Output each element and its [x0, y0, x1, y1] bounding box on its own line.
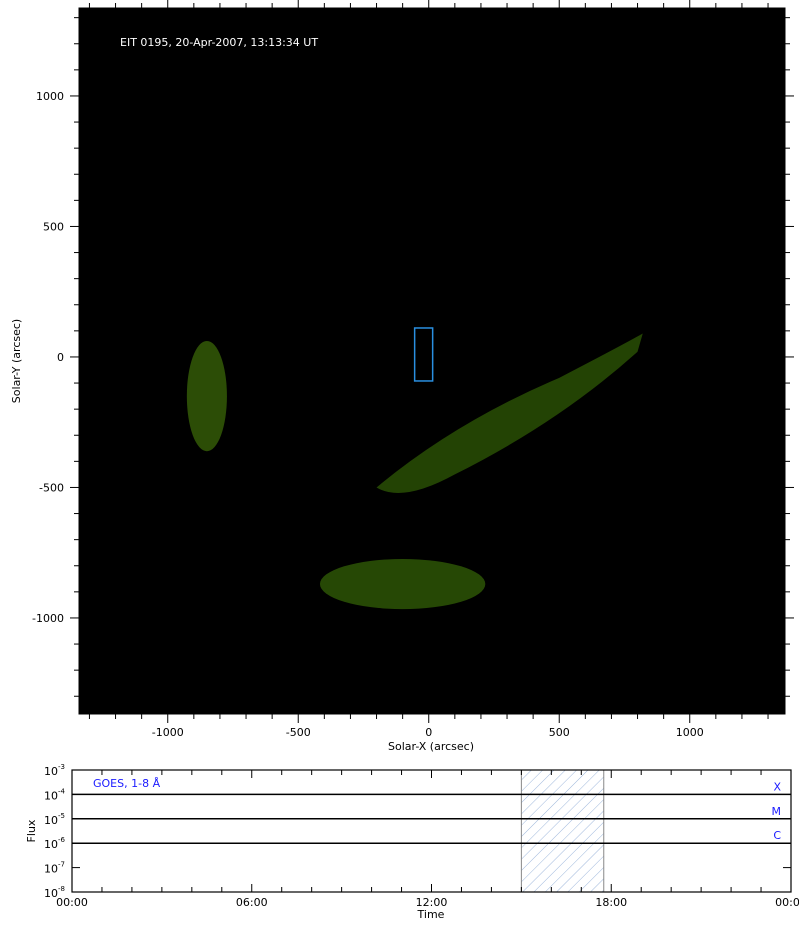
x-axis-label: Solar-X (arcsec): [388, 740, 474, 753]
goes-y-tick-label: 10-5: [44, 812, 65, 827]
flare-class-label: X: [773, 780, 781, 793]
goes-y-tick-label: 10-3: [44, 763, 65, 778]
flare-class-label: M: [772, 805, 782, 818]
goes-legend: GOES, 1-8 Å: [93, 777, 161, 790]
y-tick-label: 0: [57, 351, 64, 364]
goes-y-tick-label: 10-6: [44, 836, 66, 851]
image-axes: -1000 -500 0 500 1000 1000 500 0 -500 -1000: [32, 0, 794, 739]
y-tick-label: 500: [43, 220, 64, 233]
goes-x-tick-label: 18:00: [595, 896, 627, 909]
coronal-hole-east: [186, 340, 227, 452]
y-tick-label: -1000: [32, 612, 64, 625]
image-frame: [78, 7, 786, 715]
goes-x-tick-label: 00:00: [775, 896, 799, 909]
coronal-hole-south: [319, 558, 486, 610]
goes-plot-frame: [71, 769, 792, 893]
goes-y-tick-label: 10-8: [44, 885, 65, 900]
flare-class-label: C: [773, 829, 781, 842]
goes-y-axis-label: Flux: [25, 819, 38, 842]
y-axis-label: Solar-Y (arcsec): [10, 319, 23, 403]
x-tick-label: 0: [425, 726, 432, 739]
goes-x-tick-label: 00:00: [56, 896, 88, 909]
shaded-interval: [520, 769, 605, 893]
roi-box: [413, 327, 434, 382]
eit-image-panel: EIT 0195, 20-Apr-2007, 13:13:34 UT -1000…: [10, 0, 794, 753]
goes-x-tick-label: 12:00: [416, 896, 448, 909]
dark-filament: [376, 333, 643, 493]
x-tick-label: -1000: [152, 726, 184, 739]
goes-y-tick-label: 10-7: [44, 861, 65, 876]
x-tick-label: -500: [286, 726, 311, 739]
goes-x-axis-label: Time: [417, 908, 445, 921]
x-tick-label: 1000: [676, 726, 704, 739]
goes-y-tick-label: 10-4: [44, 787, 66, 802]
goes-panel: XMC 00:00 06:00 12:00 18:00 00:00 10-3 10-4 10-…: [25, 763, 799, 921]
y-tick-label: -500: [39, 481, 64, 494]
x-tick-label: 500: [549, 726, 570, 739]
goes-x-tick-label: 06:00: [236, 896, 268, 909]
image-title: EIT 0195, 20-Apr-2007, 13:13:34 UT: [120, 36, 318, 49]
y-tick-label: 1000: [36, 90, 64, 103]
